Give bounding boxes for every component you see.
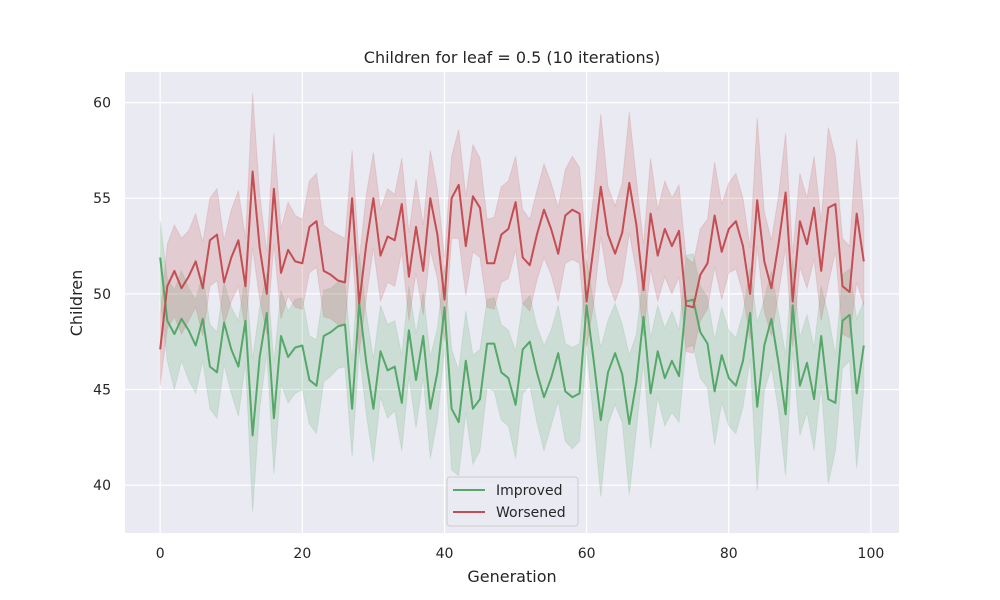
x-tick-label: 100 (858, 546, 885, 562)
x-tick-label: 80 (720, 546, 738, 562)
y-tick-label: 55 (93, 191, 111, 207)
y-tick-label: 50 (93, 287, 111, 303)
confidence-band-improved (159, 221, 865, 513)
x-tick-label: 0 (156, 546, 165, 562)
x-tick-label: 20 (293, 546, 311, 562)
x-tick-label: 60 (578, 546, 596, 562)
confidence-band-worsened (159, 92, 865, 386)
series-lines (159, 170, 865, 437)
y-axis-label: Children (67, 270, 86, 337)
chart-title: Children for leaf = 0.5 (10 iterations) (364, 48, 660, 67)
legend: Improved Worsened (446, 476, 579, 527)
confidence-bands (159, 92, 865, 513)
x-tick-label: 40 (436, 546, 454, 562)
x-tick-labels: 0 20 40 60 80 100 (156, 546, 885, 562)
grid (125, 72, 899, 533)
series-line-worsened (159, 170, 865, 350)
legend-label-improved: Improved (496, 483, 562, 499)
legend-label-worsened: Worsened (496, 505, 566, 521)
y-tick-label: 45 (93, 383, 111, 399)
y-tick-labels: 40 45 50 55 60 (93, 96, 111, 495)
y-tick-label: 40 (93, 478, 111, 494)
x-axis-label: Generation (467, 567, 556, 586)
y-tick-label: 60 (93, 96, 111, 112)
plot-background (125, 72, 899, 533)
series-line-improved (159, 257, 865, 437)
